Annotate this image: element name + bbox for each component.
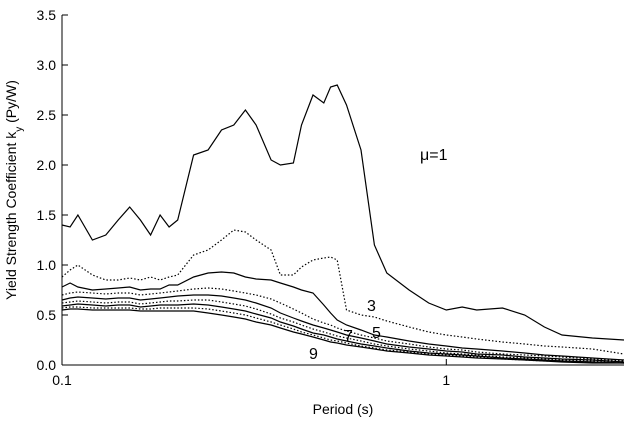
series-line — [61, 308, 624, 364]
y-label-unit: (Py/W) — [3, 80, 19, 127]
series-line — [61, 306, 625, 364]
y-tick-label: 2.0 — [37, 157, 57, 173]
x-axis-label: Period (s) — [313, 401, 374, 417]
x-tick-label: 1 — [442, 372, 450, 388]
y-tick-label: 3.5 — [37, 7, 57, 23]
y-tick-label: 0.0 — [37, 357, 57, 373]
y-label-subscript: y — [14, 127, 25, 132]
y-label-main: Yield Strength Coefficient k — [3, 131, 19, 300]
series-line — [61, 294, 625, 363]
annotation: 5 — [372, 325, 381, 342]
annotation: μ=1 — [420, 147, 448, 164]
series-line — [61, 271, 625, 361]
series-line — [61, 303, 625, 364]
series-line — [61, 84, 625, 341]
y-axis-label: Yield Strength Coefficient ky (Py/W) — [3, 80, 25, 300]
series-line — [61, 299, 625, 363]
y-tick-label: 0.5 — [37, 307, 57, 323]
y-tick-label: 1.5 — [37, 207, 57, 223]
annotation: 3 — [367, 298, 376, 315]
series-line — [61, 229, 625, 355]
series-line — [61, 287, 625, 362]
y-tick-label: 1.0 — [37, 257, 57, 273]
annotation: 7 — [344, 328, 353, 345]
y-tick-label: 3.0 — [37, 57, 57, 73]
y-tick-label: 2.5 — [37, 107, 57, 123]
x-tick-label: 0.1 — [52, 372, 72, 388]
annotation: 9 — [309, 346, 318, 363]
